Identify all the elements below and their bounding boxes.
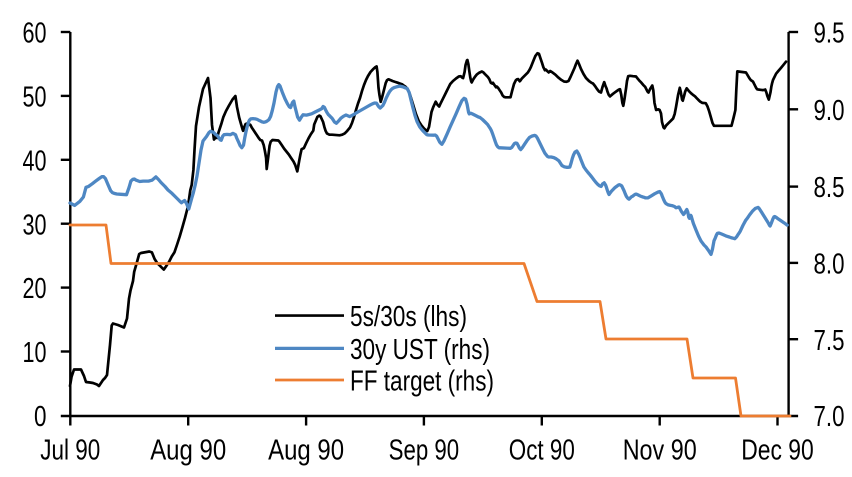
svg-text:0: 0 — [34, 401, 47, 433]
svg-text:9.5: 9.5 — [814, 18, 845, 50]
svg-text:10: 10 — [23, 337, 47, 369]
svg-text:50: 50 — [23, 82, 47, 114]
svg-text:FF target (rhs): FF target (rhs) — [350, 366, 494, 398]
svg-text:7.5: 7.5 — [814, 325, 845, 357]
svg-text:Sep 90: Sep 90 — [389, 434, 460, 466]
svg-text:8.0: 8.0 — [814, 249, 845, 281]
svg-text:Oct 90: Oct 90 — [509, 434, 575, 466]
svg-text:30y UST (rhs): 30y UST (rhs) — [350, 334, 490, 366]
svg-text:Aug 90: Aug 90 — [268, 434, 344, 466]
svg-text:Nov 90: Nov 90 — [623, 434, 697, 466]
svg-text:30: 30 — [23, 209, 47, 241]
svg-text:8.5: 8.5 — [814, 172, 845, 204]
svg-text:Aug 90: Aug 90 — [150, 434, 226, 466]
svg-text:Jul 90: Jul 90 — [40, 434, 100, 466]
svg-text:60: 60 — [23, 18, 47, 50]
svg-text:40: 40 — [23, 145, 47, 177]
svg-text:9.0: 9.0 — [814, 95, 845, 127]
svg-text:20: 20 — [23, 273, 47, 305]
svg-text:7.0: 7.0 — [814, 401, 845, 433]
svg-text:Dec 90: Dec 90 — [741, 434, 814, 466]
svg-text:5s/30s (lhs): 5s/30s (lhs) — [350, 301, 467, 333]
